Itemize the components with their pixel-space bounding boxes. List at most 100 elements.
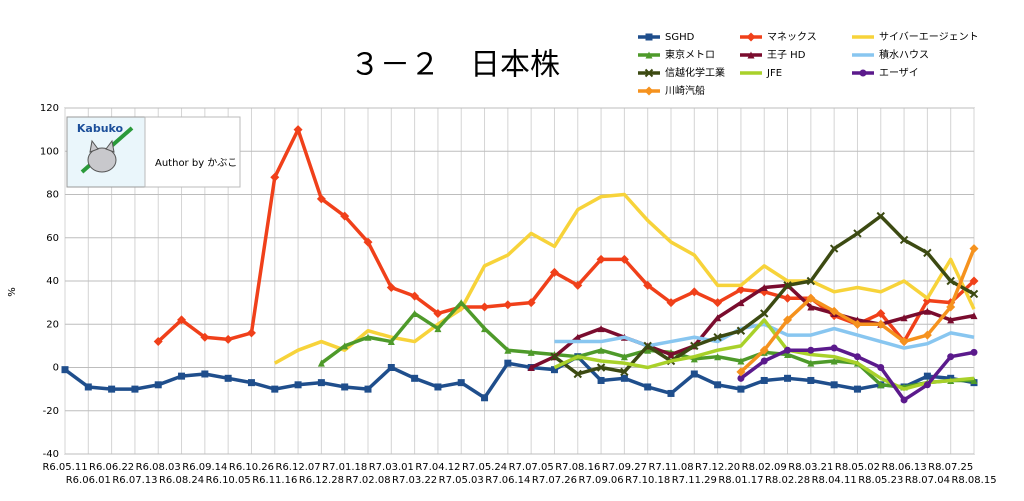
marker bbox=[736, 367, 746, 377]
marker bbox=[61, 366, 69, 374]
marker bbox=[899, 337, 909, 347]
marker bbox=[900, 314, 908, 322]
marker bbox=[690, 341, 699, 351]
marker bbox=[108, 385, 116, 393]
marker bbox=[84, 383, 92, 391]
y-axis-label: % bbox=[7, 287, 18, 297]
marker bbox=[364, 385, 372, 393]
marker bbox=[713, 333, 722, 342]
marker bbox=[969, 244, 979, 254]
marker bbox=[852, 319, 862, 329]
marker bbox=[270, 172, 280, 182]
marker bbox=[807, 346, 815, 354]
x-tick-label: R6.05.11 bbox=[42, 462, 87, 473]
legend-label: 積水ハウス bbox=[879, 48, 929, 61]
marker bbox=[154, 381, 162, 389]
line bbox=[553, 318, 975, 391]
marker bbox=[784, 346, 792, 354]
x-tick-label: R7.07.05 bbox=[509, 462, 554, 473]
marker bbox=[341, 342, 349, 350]
x-tick-label: R7.02.08 bbox=[345, 475, 390, 486]
marker bbox=[643, 280, 653, 290]
x-tick-label: R6.12.07 bbox=[276, 462, 321, 473]
marker bbox=[747, 51, 755, 59]
x-tick-label: R6.12.28 bbox=[299, 475, 344, 486]
marker bbox=[830, 344, 838, 352]
x-tick-label: R7.09.06 bbox=[579, 475, 624, 486]
marker bbox=[830, 357, 838, 365]
marker bbox=[387, 338, 395, 346]
x-tick-label: R7.06.14 bbox=[485, 475, 530, 486]
legend-label: 川崎汽船 bbox=[665, 84, 705, 97]
line bbox=[157, 127, 976, 344]
line bbox=[530, 283, 975, 370]
marker bbox=[714, 381, 722, 389]
marker bbox=[573, 280, 583, 290]
x-tick-label: R6.06.01 bbox=[66, 475, 111, 486]
x-tick-label: R7.11.08 bbox=[648, 462, 693, 473]
marker bbox=[829, 244, 839, 253]
legend-label: 東京メトロ bbox=[665, 48, 715, 61]
marker bbox=[736, 285, 746, 295]
legend-label: サイバーエージェント bbox=[879, 31, 979, 43]
marker bbox=[200, 332, 210, 342]
x-tick-label: R7.01.18 bbox=[322, 462, 367, 473]
x-tick-label: R8.02.28 bbox=[765, 475, 810, 486]
marker bbox=[527, 364, 535, 371]
marker bbox=[736, 326, 746, 335]
marker bbox=[666, 298, 676, 308]
y-tick-label: 60 bbox=[46, 233, 59, 244]
marker bbox=[876, 308, 886, 318]
marker bbox=[573, 369, 582, 379]
x-tick-label: R6.08.03 bbox=[136, 462, 181, 473]
marker bbox=[643, 341, 652, 351]
marker bbox=[340, 211, 350, 221]
y-tick-label: 0 bbox=[53, 363, 59, 374]
marker bbox=[923, 381, 931, 389]
marker bbox=[411, 309, 419, 317]
marker bbox=[877, 364, 885, 371]
x-tick-label: R8.01.17 bbox=[718, 475, 763, 486]
marker bbox=[737, 385, 745, 393]
marker bbox=[387, 364, 395, 371]
marker bbox=[760, 283, 768, 291]
marker bbox=[784, 374, 792, 382]
marker bbox=[457, 379, 465, 387]
series bbox=[737, 344, 978, 404]
marker bbox=[411, 374, 419, 382]
marker bbox=[829, 306, 839, 316]
marker bbox=[247, 379, 255, 387]
marker bbox=[644, 383, 652, 391]
marker bbox=[783, 315, 793, 325]
legend-label: 信越化学工業 bbox=[665, 66, 725, 79]
legend-label: SGHD bbox=[665, 32, 695, 43]
marker bbox=[480, 302, 490, 312]
marker bbox=[923, 248, 932, 258]
marker bbox=[434, 325, 442, 333]
x-tick-label: R7.12.20 bbox=[695, 462, 740, 473]
marker bbox=[667, 351, 675, 359]
x-tick-label: R6.10.05 bbox=[206, 475, 251, 486]
marker bbox=[737, 374, 745, 382]
x-tick-label: R8.05.02 bbox=[835, 462, 880, 473]
marker bbox=[549, 267, 559, 277]
marker bbox=[923, 372, 931, 380]
marker bbox=[503, 300, 513, 310]
marker bbox=[806, 293, 816, 303]
marker bbox=[760, 357, 768, 365]
marker bbox=[620, 374, 628, 382]
y-tick-label: -40 bbox=[43, 449, 59, 460]
x-tick-label: R8.02.09 bbox=[742, 462, 787, 473]
marker bbox=[317, 359, 325, 367]
marker bbox=[294, 381, 302, 389]
marker bbox=[153, 337, 163, 347]
x-tick-label: R6.07.13 bbox=[112, 475, 157, 486]
marker bbox=[597, 325, 605, 333]
marker bbox=[645, 51, 653, 59]
marker bbox=[504, 346, 512, 354]
marker bbox=[341, 383, 349, 391]
logo-ears bbox=[89, 139, 115, 153]
marker bbox=[714, 314, 722, 322]
marker bbox=[853, 385, 861, 393]
